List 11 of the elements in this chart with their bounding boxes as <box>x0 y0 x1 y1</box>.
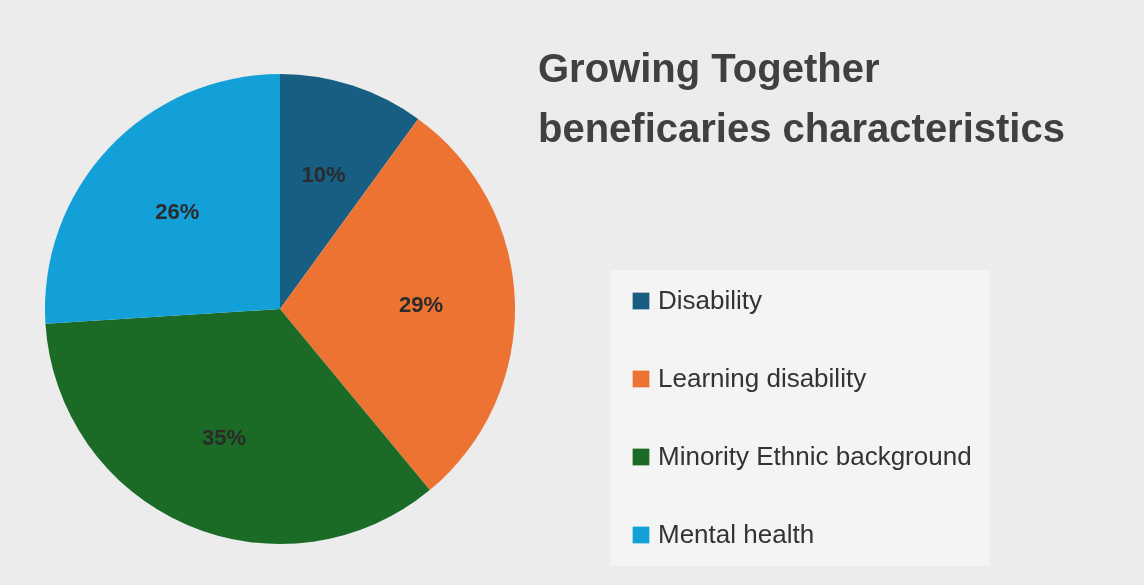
pie-slice <box>45 74 280 324</box>
data-label: 26% <box>155 199 200 225</box>
legend-label: Minority Ethnic background <box>658 441 972 471</box>
data-label: 10% <box>301 161 346 187</box>
chart-title: Growing Together beneficaries characteristics <box>538 46 1065 150</box>
data-label: 35% <box>201 425 247 451</box>
data-label: 29% <box>398 291 443 317</box>
legend-label: Mental health <box>658 519 815 549</box>
legend-label: Learning disability <box>658 363 867 393</box>
legend-label: Disability <box>658 285 763 315</box>
pie-slice <box>280 118 515 491</box>
